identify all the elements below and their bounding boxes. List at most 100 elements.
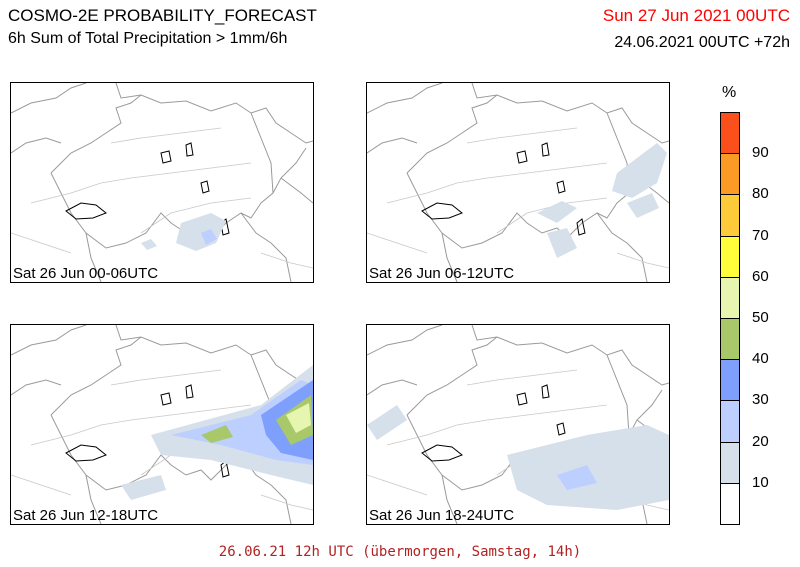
- map-panel-4: Sat 26 Jun 18-24UTC: [366, 324, 670, 525]
- map-panel-2: Sat 26 Jun 06-12UTC: [366, 82, 670, 283]
- river: [367, 232, 428, 254]
- river: [616, 252, 669, 269]
- country-border: [280, 177, 313, 204]
- model-title: COSMO-2E PROBABILITY_FORECAST: [8, 6, 317, 25]
- river: [260, 252, 313, 269]
- precip-overlay: [121, 365, 313, 500]
- country-border: [406, 336, 498, 416]
- precip-overlay: [141, 213, 226, 251]
- river: [30, 162, 252, 204]
- legend-swatch: [720, 318, 740, 361]
- panel-label: Sat 26 Jun 06-12UTC: [369, 265, 515, 282]
- legend-tick-label: 80: [752, 185, 769, 203]
- lake-outline: [516, 392, 528, 406]
- river: [466, 127, 578, 144]
- country-border: [85, 232, 102, 282]
- lake-outline: [185, 142, 194, 157]
- country-border: [240, 212, 292, 282]
- lake-outline: [576, 218, 586, 236]
- variable-subtitle: 6h Sum of Total Precipitation > 1mm/6h: [8, 30, 288, 47]
- river: [11, 232, 72, 254]
- country-border: [85, 474, 102, 524]
- map-2: [367, 83, 669, 282]
- lake-outline: [421, 202, 463, 220]
- country-border: [11, 379, 62, 396]
- river: [110, 127, 222, 144]
- lake-outline: [160, 392, 172, 406]
- legend-tick-label: 70: [752, 226, 769, 244]
- river: [30, 404, 252, 446]
- legend-swatch: [720, 359, 740, 402]
- lake-outline: [556, 422, 566, 436]
- country-border: [441, 474, 458, 524]
- country-border: [115, 83, 313, 144]
- valid-date: Sun 27 Jun 2021 00UTC: [602, 6, 790, 25]
- country-border: [596, 212, 648, 282]
- river: [140, 197, 252, 234]
- legend-tick-label: 40: [752, 350, 769, 368]
- run-info: 24.06.2021 00UTC +72h: [614, 34, 790, 51]
- panel-label: Sat 26 Jun 12-18UTC: [13, 507, 159, 524]
- country-border: [250, 112, 274, 194]
- panel-label: Sat 26 Jun 18-24UTC: [369, 507, 515, 524]
- lake-outline: [421, 444, 463, 462]
- river: [386, 162, 608, 204]
- country-border: [50, 94, 142, 174]
- country-border: [367, 325, 443, 356]
- legend-tick-label: 50: [752, 309, 769, 326]
- legend-tick-label: 30: [752, 391, 769, 409]
- legend-tick-label: 60: [752, 267, 769, 285]
- country-border: [50, 336, 142, 416]
- legend-tick-label: 10: [752, 473, 769, 491]
- river: [496, 197, 608, 234]
- lake-outline: [556, 180, 566, 194]
- color-legend: [720, 112, 742, 525]
- map-4: [367, 325, 669, 524]
- country-border: [367, 83, 443, 114]
- lake-outline: [185, 384, 194, 399]
- precip-overlay: [367, 405, 669, 510]
- legend-swatch: [720, 153, 740, 196]
- lake-outline: [541, 384, 550, 399]
- footer-text: 26.06.21 12h UTC (übermorgen, Samstag, 1…: [218, 544, 582, 560]
- country-border: [367, 379, 418, 396]
- country-border: [471, 83, 669, 144]
- lake-outline: [541, 142, 550, 157]
- lake-outline: [160, 150, 172, 164]
- river: [386, 404, 608, 446]
- country-border: [11, 137, 62, 154]
- country-border: [606, 354, 630, 436]
- country-border: [406, 147, 663, 249]
- country-border: [367, 137, 418, 154]
- legend-swatch: [720, 482, 740, 525]
- legend-tick-label: 90: [752, 144, 769, 162]
- legend-swatch: [720, 235, 740, 278]
- map-3: [11, 325, 313, 524]
- country-border: [11, 325, 87, 356]
- country-border: [471, 325, 669, 386]
- panel-label: Sat 26 Jun 00-06UTC: [13, 265, 159, 282]
- river: [260, 494, 313, 511]
- country-border: [115, 325, 313, 386]
- country-border: [406, 94, 498, 174]
- river: [110, 369, 222, 386]
- precip-overlay: [537, 143, 667, 258]
- legend-swatch: [720, 400, 740, 443]
- legend-swatch: [720, 194, 740, 237]
- map-1: [11, 83, 313, 282]
- legend-tick-label: 20: [752, 432, 769, 450]
- map-panel-3: Sat 26 Jun 12-18UTC: [10, 324, 314, 525]
- lake-outline: [516, 150, 528, 164]
- legend-unit: %: [722, 84, 737, 101]
- lake-outline: [65, 444, 107, 462]
- river: [11, 474, 72, 496]
- legend-swatch: [720, 441, 740, 484]
- map-panel-1: Sat 26 Jun 00-06UTC: [10, 82, 314, 283]
- river: [466, 369, 578, 386]
- lake-outline: [65, 202, 107, 220]
- country-border: [11, 83, 87, 114]
- lake-outline: [200, 180, 210, 194]
- legend-swatch: [720, 112, 740, 155]
- river: [367, 474, 428, 496]
- legend-swatch: [720, 276, 740, 319]
